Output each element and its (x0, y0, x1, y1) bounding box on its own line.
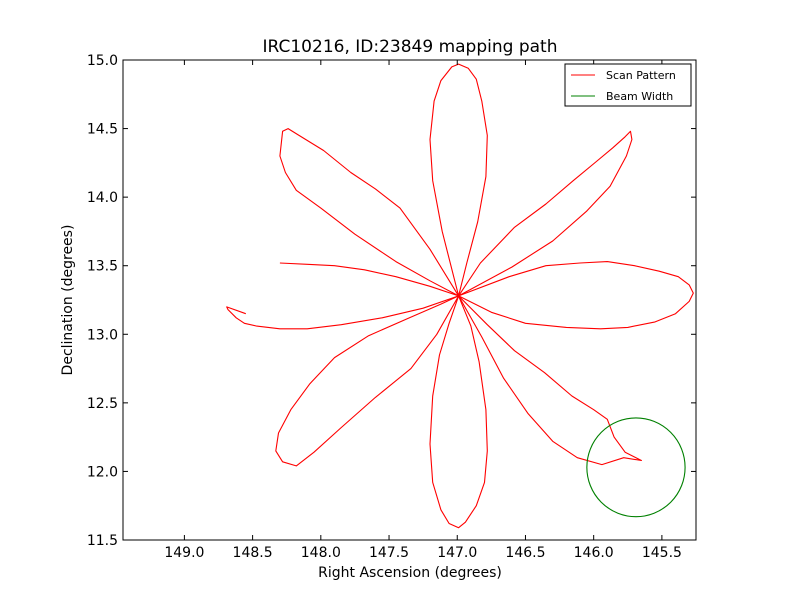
legend-box (564, 63, 692, 107)
x-tick-label: 147.5 (369, 545, 409, 561)
y-tick-label: 15.0 (87, 53, 118, 69)
plot-frame (122, 59, 697, 541)
y-tick-label: 13.0 (87, 327, 118, 343)
y-tick-label: 14.5 (87, 122, 118, 138)
scan-petal-1 (279, 128, 460, 297)
y-tick-label: 12.5 (87, 396, 118, 412)
scan-petal-6 (429, 295, 488, 529)
scan-petal-5 (458, 295, 642, 466)
scan-petal-3 (458, 130, 633, 297)
y-tick-label: 11.5 (87, 533, 118, 549)
beam-width-circle (586, 417, 686, 518)
x-tick-label: 146.5 (505, 545, 545, 561)
x-tick-label: 148.0 (301, 545, 341, 561)
scan-petal-4 (458, 261, 694, 330)
y-tick-label: 12.0 (87, 464, 118, 480)
y-tick-label: 13.5 (87, 259, 118, 275)
legend-beam-label: Beam Width (606, 90, 673, 103)
scan-petal-9 (279, 262, 459, 297)
scan-petal-7 (275, 295, 460, 467)
x-tick-label: 149.0 (164, 545, 204, 561)
chart-title: IRC10216, ID:23849 mapping path (263, 37, 558, 57)
x-tick-label: 148.5 (233, 545, 273, 561)
x-tick-label: 145.5 (642, 545, 682, 561)
scan-petal-2 (429, 63, 488, 297)
axis-ticks: 149.0 148.5 148.0 147.5 147.0 146.5 146.0 145.5… (87, 53, 696, 561)
legend-scan-label: Scan Pattern (606, 69, 676, 82)
plot-area (226, 63, 694, 529)
x-tick-label: 146.0 (574, 545, 614, 561)
legend: Scan Pattern Beam Width (564, 63, 692, 107)
scan-petal-8 (226, 295, 459, 330)
y-tick-label: 14.0 (87, 190, 118, 206)
y-axis-label: Declination (degrees) (60, 225, 76, 376)
x-tick-label: 147.0 (437, 545, 477, 561)
x-axis-label: Right Ascension (degrees) (318, 565, 502, 581)
